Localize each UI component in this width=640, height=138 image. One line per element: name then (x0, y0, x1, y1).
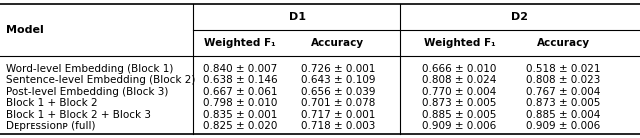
Text: 0.840 ± 0.007: 0.840 ± 0.007 (203, 64, 277, 74)
Text: 0.638 ± 0.146: 0.638 ± 0.146 (203, 75, 277, 85)
Text: 0.726 ± 0.001: 0.726 ± 0.001 (301, 64, 375, 74)
Text: Block 1 + Block 2 + Block 3: Block 1 + Block 2 + Block 3 (6, 110, 152, 120)
Text: 0.666 ± 0.010: 0.666 ± 0.010 (422, 64, 497, 74)
Text: Accuracy: Accuracy (311, 39, 365, 48)
Text: 0.643 ± 0.109: 0.643 ± 0.109 (301, 75, 375, 85)
Text: 0.873 ± 0.005: 0.873 ± 0.005 (526, 98, 600, 108)
Text: 0.808 ± 0.023: 0.808 ± 0.023 (526, 75, 600, 85)
Text: 0.718 ± 0.003: 0.718 ± 0.003 (301, 121, 375, 131)
Text: 0.909 ± 0.006: 0.909 ± 0.006 (526, 121, 600, 131)
Text: Model: Model (6, 25, 44, 35)
Text: 0.835 ± 0.001: 0.835 ± 0.001 (203, 110, 277, 120)
Text: 0.767 ± 0.004: 0.767 ± 0.004 (526, 87, 600, 97)
Text: 0.656 ± 0.039: 0.656 ± 0.039 (301, 87, 375, 97)
Text: 0.770 ± 0.004: 0.770 ± 0.004 (422, 87, 497, 97)
Text: Sentence-level Embedding (Block 2): Sentence-level Embedding (Block 2) (6, 75, 196, 85)
Text: Weighted F₁: Weighted F₁ (204, 39, 276, 48)
Text: 0.885 ± 0.005: 0.885 ± 0.005 (422, 110, 497, 120)
Text: 0.873 ± 0.005: 0.873 ± 0.005 (422, 98, 497, 108)
Text: Accuracy: Accuracy (536, 39, 590, 48)
Text: Weighted F₁: Weighted F₁ (424, 39, 495, 48)
Text: Post-level Embedding (Block 3): Post-level Embedding (Block 3) (6, 87, 169, 97)
Text: 0.825 ± 0.020: 0.825 ± 0.020 (203, 121, 277, 131)
Text: 0.798 ± 0.010: 0.798 ± 0.010 (203, 98, 277, 108)
Text: 0.885 ± 0.004: 0.885 ± 0.004 (526, 110, 600, 120)
Text: D1: D1 (289, 12, 306, 22)
Text: Word-level Embedding (Block 1): Word-level Embedding (Block 1) (6, 64, 174, 74)
Text: 0.667 ± 0.061: 0.667 ± 0.061 (203, 87, 277, 97)
Text: Dᴇprᴇssionᴘ (full): Dᴇprᴇssionᴘ (full) (6, 121, 96, 131)
Text: 0.518 ± 0.021: 0.518 ± 0.021 (526, 64, 600, 74)
Text: 0.701 ± 0.078: 0.701 ± 0.078 (301, 98, 375, 108)
Text: 0.909 ± 0.006: 0.909 ± 0.006 (422, 121, 497, 131)
Text: D2: D2 (511, 12, 528, 22)
Text: 0.808 ± 0.024: 0.808 ± 0.024 (422, 75, 497, 85)
Text: Block 1 + Block 2: Block 1 + Block 2 (6, 98, 98, 108)
Text: 0.717 ± 0.001: 0.717 ± 0.001 (301, 110, 375, 120)
